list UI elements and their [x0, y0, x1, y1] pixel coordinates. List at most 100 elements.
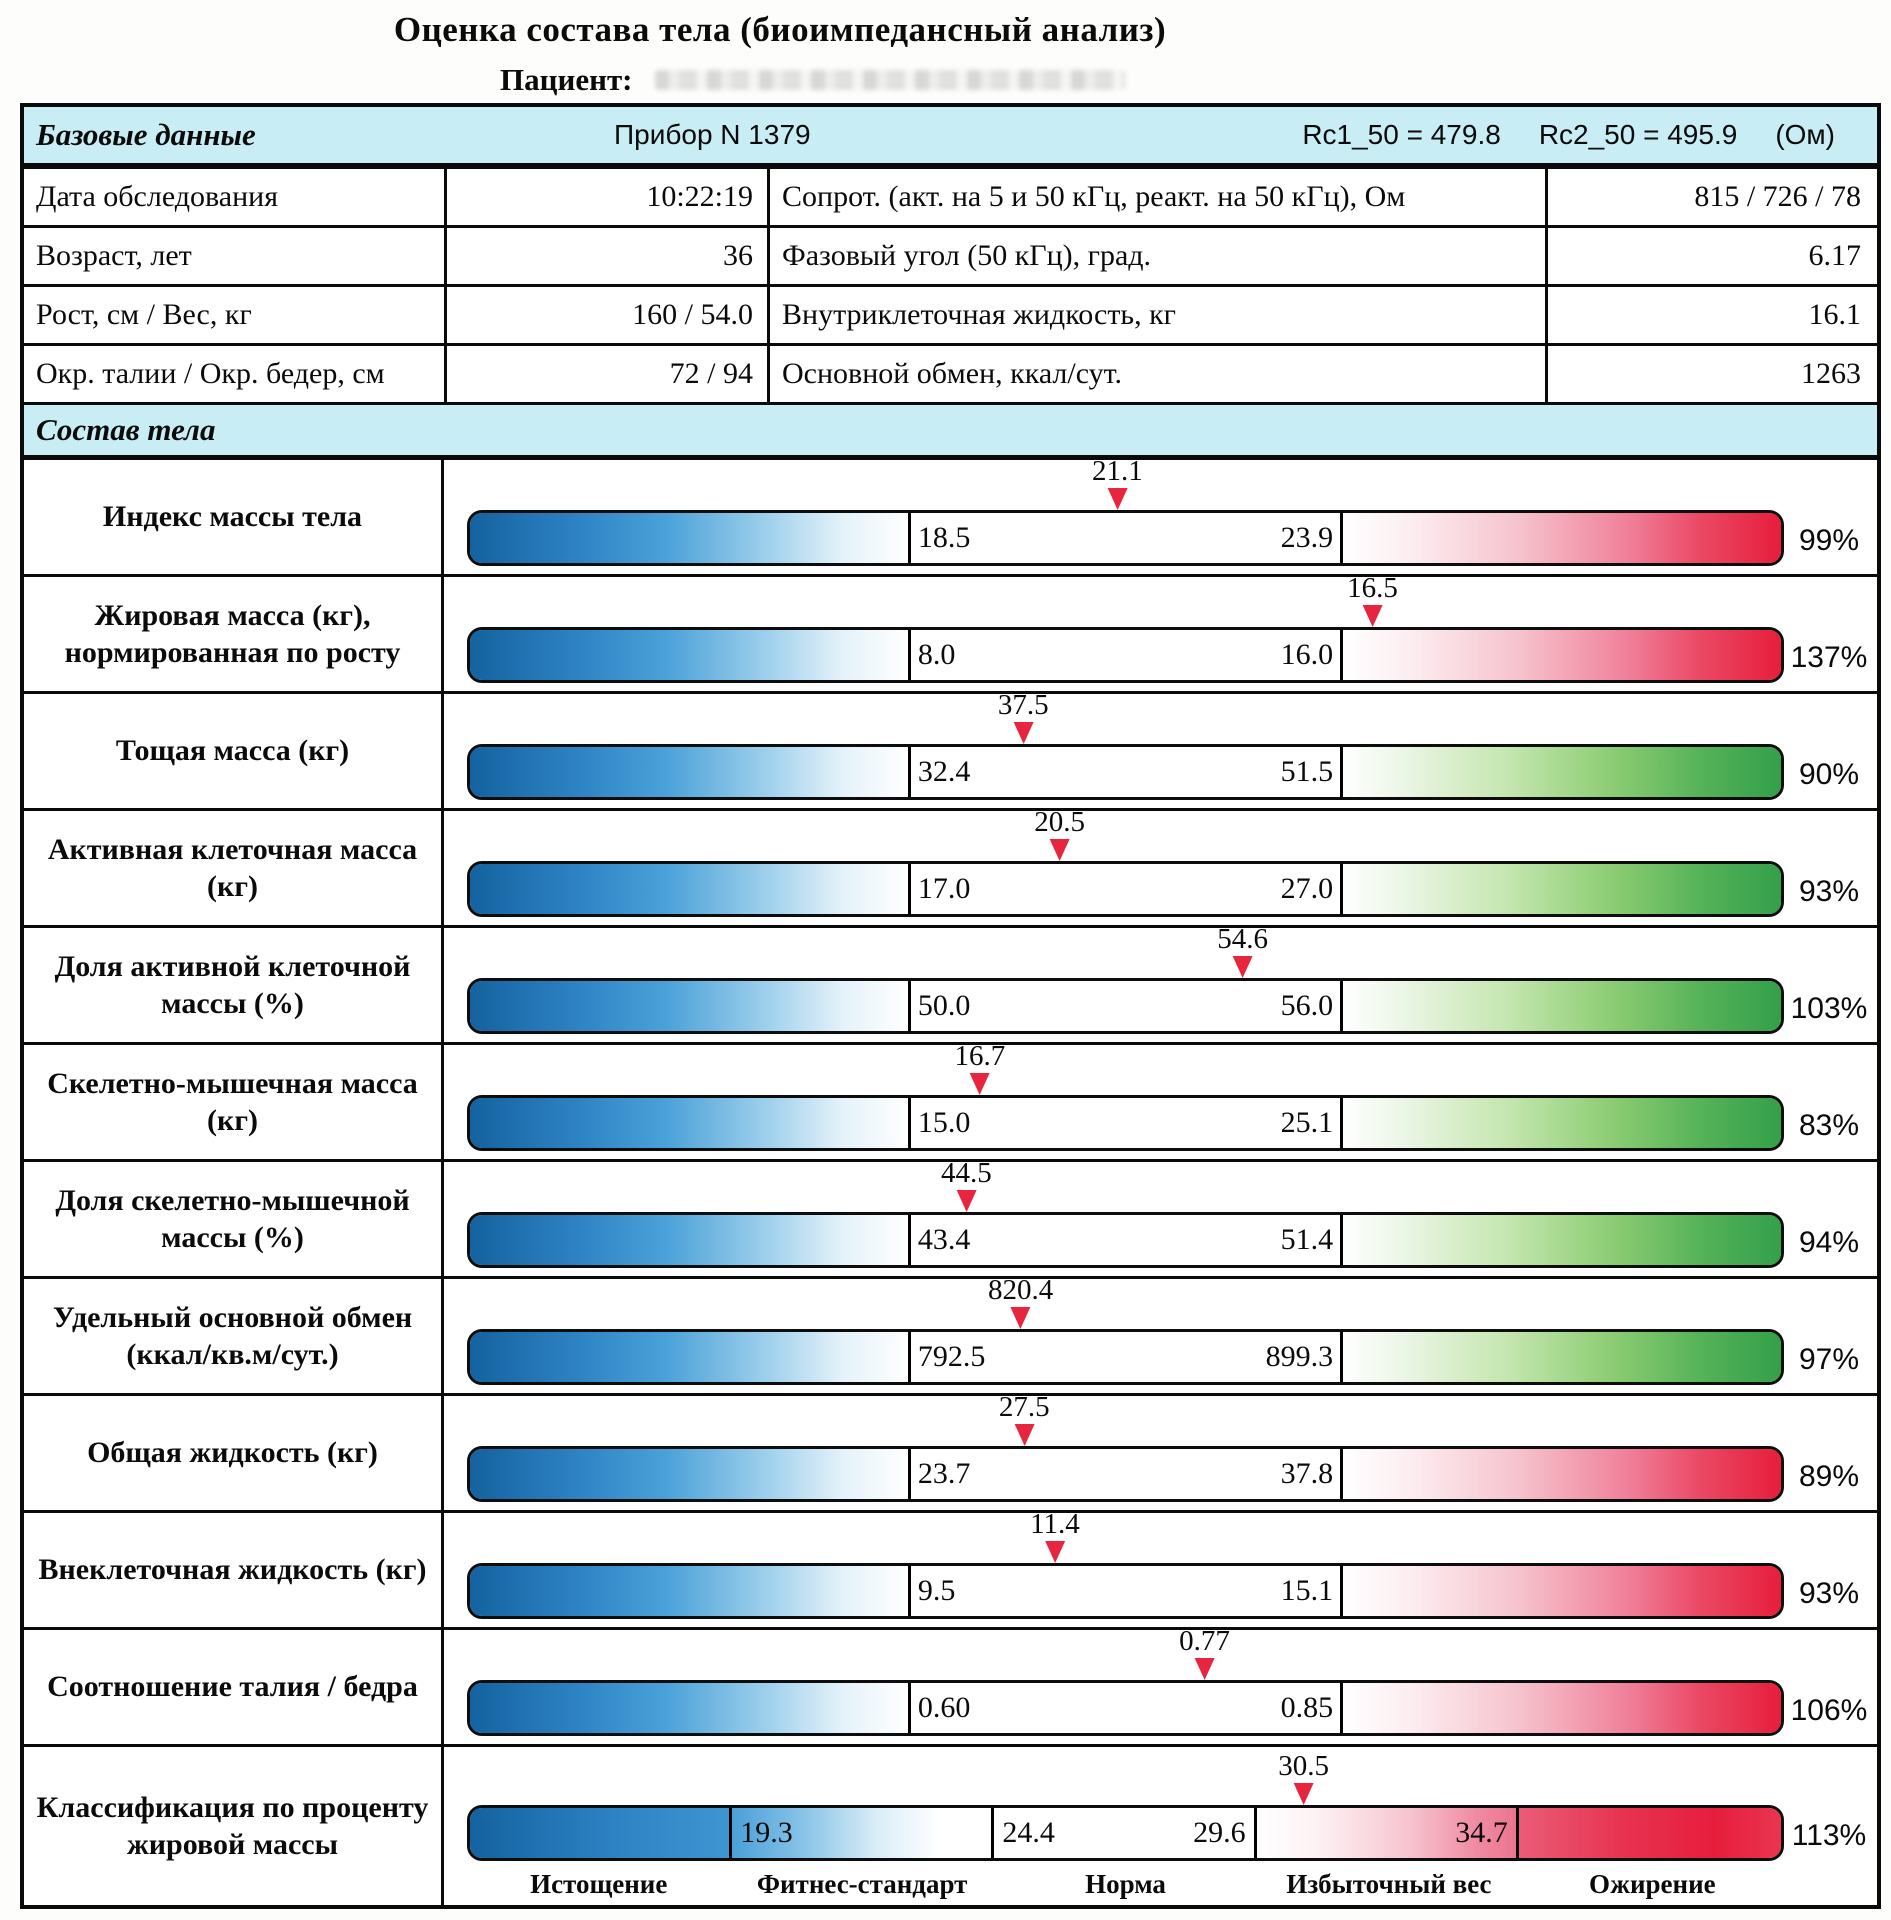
norm-max-value: 51.4	[1280, 1223, 1334, 1256]
range-bar: 0.60 0.85	[467, 1680, 1784, 1736]
range-bar: 18.5 23.9	[467, 510, 1784, 566]
percent-of-norm: 113%	[1791, 1819, 1867, 1852]
bar-norm-zone: 23.7 37.8	[907, 1449, 1344, 1499]
metric-bar-area: 16.5 8.0 16.0 137%	[444, 574, 1877, 691]
marker-triangle-icon	[1010, 1307, 1031, 1329]
marker-value: 11.4	[1030, 1508, 1080, 1540]
report-table: Базовые данные Прибор N 1379 Rc1_50 = 47…	[20, 103, 1881, 1909]
bar-high-zone	[1343, 1098, 1781, 1148]
page-title: Оценка состава тела (биоимпедансный анал…	[393, 10, 1167, 49]
bar-norm-zone: 0.60 0.85	[907, 1683, 1344, 1733]
composition-row: Удельный основной обмен (ккал/кв.м/сут.)…	[24, 1276, 1877, 1393]
value-marker: 20.5	[1034, 808, 1085, 861]
basic-row-label-2: Сопрот. (акт. на 5 и 50 кГц, реакт. на 5…	[770, 169, 1548, 225]
metric-bar-area: 16.7 15.0 25.1 83%	[444, 1040, 1877, 1159]
patient-line: Пациент:	[500, 59, 1891, 101]
basic-row-label: Окр. талии / Окр. бедер, см	[24, 346, 447, 402]
composition-header-band: Состав тела	[24, 402, 1877, 460]
bar-low-zone	[470, 1449, 908, 1499]
composition-row: Индекс массы тела 21.1 18.5 23.9 99%	[24, 455, 1877, 574]
metric-bar-area: 54.6 50.0 56.0 103%	[444, 925, 1877, 1042]
device-number: Прибор N 1379	[614, 119, 811, 150]
composition-row: Внеклеточная жидкость (кг) 11.4 9.5 15.1…	[24, 1510, 1877, 1627]
basic-data-row: Возраст, лет 36 Фазовый угол (50 кГц), г…	[24, 225, 1877, 284]
zone-label: Истощение	[530, 1868, 668, 1899]
range-bar: 17.0 27.0	[467, 861, 1784, 917]
norm-min-value: 43.4	[917, 1223, 971, 1256]
marker-triangle-icon	[1194, 1658, 1215, 1680]
value-marker: 37.5	[998, 691, 1049, 744]
marker-triangle-icon	[1232, 956, 1253, 978]
composition-row: Общая жидкость (кг) 27.5 23.7 37.8 89%	[24, 1393, 1877, 1510]
percent-of-norm: 93%	[1798, 1577, 1860, 1610]
basic-row-label: Дата обследования	[24, 169, 447, 225]
bar-norm-zone: 32.4 51.5	[907, 747, 1344, 797]
percent-of-norm: 83%	[1798, 1109, 1860, 1142]
bar-high-zone	[1343, 1566, 1781, 1616]
basic-row-value: 72 / 94	[447, 346, 770, 402]
metric-bar-area: 11.4 9.5 15.1 93%	[444, 1508, 1877, 1627]
bar-norm-zone: 17.0 27.0	[907, 864, 1344, 914]
composition-rows: Индекс массы тела 21.1 18.5 23.9 99% Жир…	[24, 455, 1877, 1905]
basic-row-value: 160 / 54.0	[447, 287, 770, 343]
bar-norm-zone: 792.5 899.3	[907, 1332, 1344, 1382]
percent-of-norm: 103%	[1790, 992, 1868, 1025]
range-bar: 792.5 899.3	[467, 1329, 1784, 1385]
percent-of-norm: 97%	[1798, 1343, 1860, 1376]
basic-data-header-band: Базовые данные Прибор N 1379 Rc1_50 = 47…	[24, 107, 1877, 169]
norm-min-value: 0.60	[917, 1691, 971, 1724]
marker-value: 44.5	[940, 1157, 992, 1189]
metric-label: Соотношение талия / бедра	[24, 1630, 444, 1744]
percent-of-norm: 89%	[1798, 1460, 1860, 1493]
metric-bar-area: 37.5 32.4 51.5 90%	[444, 691, 1877, 808]
threshold-value: 19.3	[740, 1816, 793, 1849]
bar-high-zone	[1343, 1332, 1781, 1382]
norm-min-value: 18.5	[917, 521, 971, 554]
bar-high-zone	[1343, 1683, 1781, 1733]
norm-max-value: 23.9	[1280, 521, 1334, 554]
bar-low-zone	[470, 1215, 908, 1265]
marker-value: 21.1	[1091, 455, 1143, 487]
marker-value: 0.77	[1179, 1625, 1230, 1657]
metric-label: Индекс массы тела	[24, 460, 444, 574]
percent-of-norm: 93%	[1798, 875, 1860, 908]
marker-value: 16.7	[954, 1040, 1006, 1072]
norm-max-value: 16.0	[1280, 638, 1334, 671]
value-marker: 54.6	[1217, 925, 1268, 978]
basic-row-value-2: 1263	[1801, 357, 1861, 390]
norm-max-value: 27.0	[1280, 872, 1334, 905]
metric-label: Доля скелетно-мышечной массы (%)	[24, 1162, 444, 1276]
norm-min-value: 23.7	[917, 1457, 971, 1490]
basic-data-row: Окр. талии / Окр. бедер, см 72 / 94 Осно…	[24, 343, 1877, 402]
bar-low-zone	[470, 1098, 908, 1148]
zone-label: Норма	[1085, 1868, 1166, 1899]
marker-value: 54.6	[1217, 923, 1268, 955]
metric-label: Доля активной клеточной массы (%)	[24, 928, 444, 1042]
marker-triangle-icon	[1013, 722, 1034, 744]
basic-row-label-2: Фазовый угол (50 кГц), град.	[770, 228, 1548, 284]
marker-value: 30.5	[1278, 1750, 1330, 1782]
bar-low-zone	[470, 1332, 908, 1382]
norm-min-value: 50.0	[917, 989, 971, 1022]
basic-row-value-2: 815 / 726 / 78	[1694, 180, 1861, 213]
composition-row: Активная клеточная масса (кг) 20.5 17.0 …	[24, 808, 1877, 925]
marker-value: 37.5	[997, 689, 1049, 721]
bar-norm-zone: 9.5 15.1	[907, 1566, 1344, 1616]
composition-row: Тощая масса (кг) 37.5 32.4 51.5 90%	[24, 691, 1877, 808]
basic-row-value-2: 16.1	[1808, 298, 1862, 331]
marker-value: 20.5	[1034, 806, 1086, 838]
marker-triangle-icon	[956, 1190, 977, 1212]
norm-max-value: 25.1	[1280, 1106, 1334, 1139]
bar-norm-zone: 15.0 25.1	[907, 1098, 1344, 1148]
zone-label: Избыточный вес	[1286, 1868, 1492, 1899]
marker-value: 820.4	[988, 1274, 1054, 1306]
bar-high-zone	[1343, 630, 1781, 680]
bar-high-zone	[1343, 981, 1781, 1031]
value-marker: 27.5	[999, 1393, 1050, 1446]
metric-bar-area: 30.5 19.3 24.4 29.6 34.7 Истощение Фитнес…	[444, 1747, 1877, 1905]
metric-label: Тощая масса (кг)	[24, 694, 444, 808]
basic-data-row: Рост, см / Вес, кг 160 / 54.0 Внутриклет…	[24, 284, 1877, 343]
rc1-value: Rc1_50 = 479.8	[1302, 119, 1501, 150]
norm-max-value: 899.3	[1265, 1340, 1334, 1373]
